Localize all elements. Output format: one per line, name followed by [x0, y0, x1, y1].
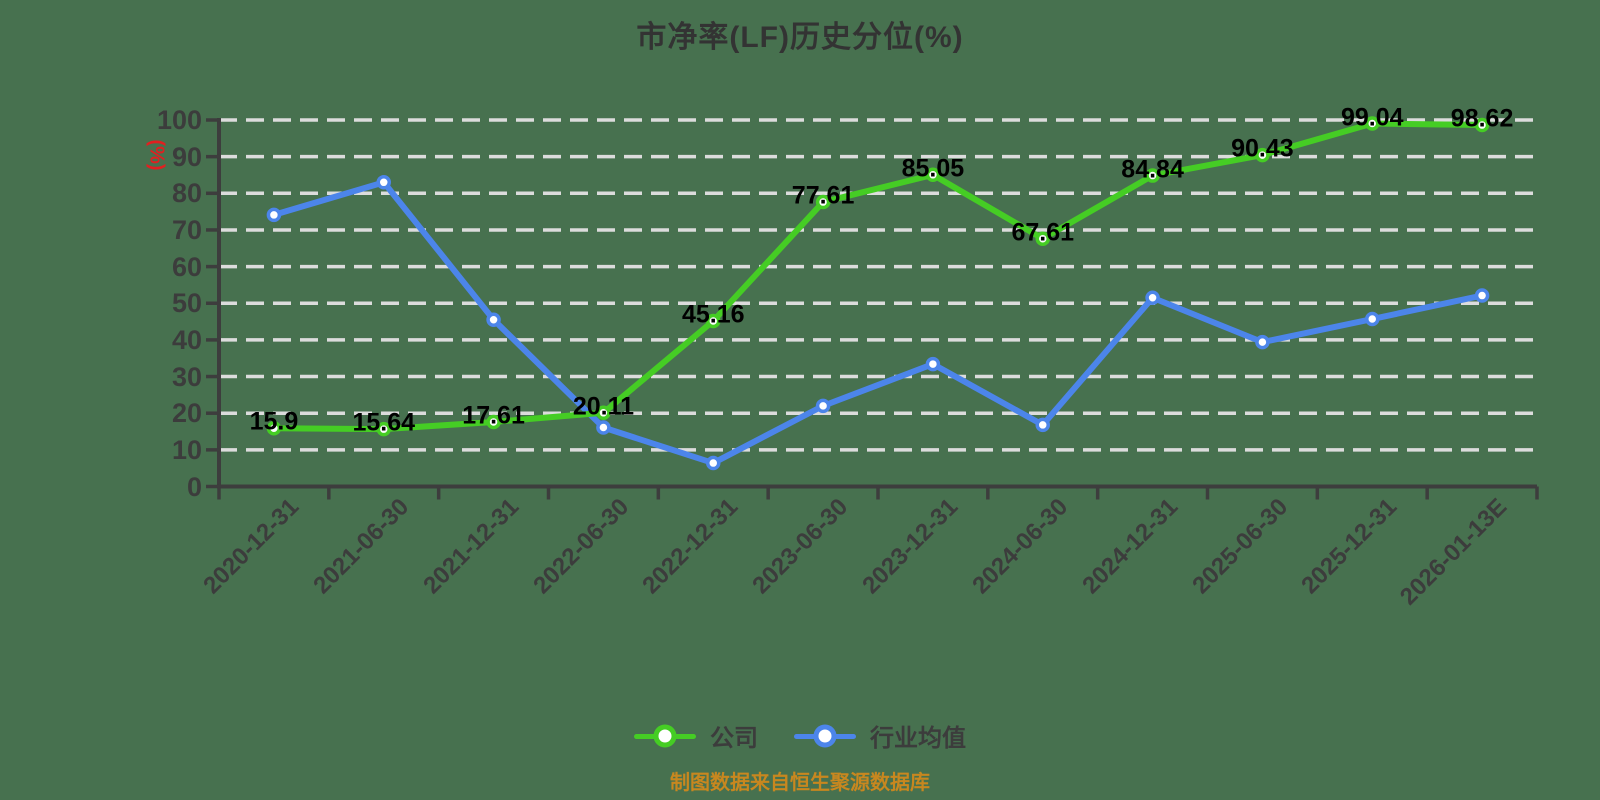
data-label: 90.43: [1231, 134, 1294, 163]
industry-data-point-marker[interactable]: [815, 398, 831, 414]
data-label: 17.61: [462, 401, 525, 430]
industry-data-point-marker[interactable]: [1474, 288, 1490, 303]
industry-data-point-marker[interactable]: [596, 420, 611, 435]
data-label: 99.04: [1340, 103, 1404, 132]
company-data-point-marker[interactable]: [596, 405, 611, 421]
company-data-point-marker[interactable]: [706, 313, 721, 329]
industry-data-point-marker[interactable]: [1255, 334, 1270, 350]
legend-item-industry[interactable]: 行业均值: [794, 718, 966, 753]
industry-data-point-marker[interactable]: [376, 175, 391, 190]
y-axis-label-40: 40: [171, 324, 202, 355]
data-label: 45.16: [681, 300, 745, 329]
company-data-point-marker[interactable]: [1035, 231, 1050, 246]
industry-data-point-marker[interactable]: [925, 356, 941, 372]
legend-label-industry: 行业均值: [870, 725, 966, 752]
industry-legend-marker-icon: [794, 719, 856, 753]
data-label: 67.61: [1011, 218, 1075, 247]
company-data-point-marker[interactable]: [1145, 168, 1160, 183]
company-data-point-marker[interactable]: [376, 421, 391, 437]
data-label: 77.61: [791, 181, 855, 210]
company-legend-marker-icon: [634, 719, 696, 753]
legend-label-company: 公司: [710, 725, 758, 752]
industry-data-point-marker[interactable]: [706, 455, 721, 471]
y-axis-label-10: 10: [171, 434, 202, 465]
y-axis-label-50: 50: [171, 288, 202, 319]
company-data-point-marker[interactable]: [1474, 117, 1490, 133]
y-axis-label-100: 100: [156, 105, 202, 135]
source-note: 制图数据来自恒生聚源数据库: [670, 772, 930, 794]
data-label: 84.84: [1121, 155, 1184, 184]
data-label: 15.64: [352, 408, 416, 437]
industry-data-point-marker[interactable]: [1035, 417, 1050, 433]
company-data-point-marker[interactable]: [266, 420, 282, 436]
data-label: 98.62: [1450, 104, 1514, 133]
data-label: 20.11: [572, 392, 634, 421]
y-axis-label-60: 60: [171, 251, 202, 282]
y-axis-label-30: 30: [171, 361, 202, 392]
y-axis-label-0: 0: [186, 471, 202, 502]
data-label: 85.05: [901, 154, 965, 183]
data-label: 15.9: [249, 407, 299, 436]
chart-title: 市净率(LF)历史分位(%): [636, 21, 964, 54]
y-axis-label-90: 90: [171, 141, 202, 172]
y-axis-label-70: 70: [171, 214, 202, 245]
company-data-point-marker[interactable]: [1365, 116, 1380, 131]
legend: 公司 行业均值: [0, 718, 1600, 753]
company-data-point-marker[interactable]: [1255, 147, 1270, 163]
company-data-point-marker[interactable]: [925, 167, 941, 183]
industry-data-point-marker[interactable]: [266, 207, 282, 223]
y-axis-label-80: 80: [171, 178, 202, 209]
industry-data-point-marker[interactable]: [1365, 311, 1380, 327]
company-data-point-marker[interactable]: [486, 414, 501, 430]
legend-item-company[interactable]: 公司: [634, 718, 758, 753]
industry-series-line: [270, 179, 1486, 467]
industry-data-point-marker[interactable]: [486, 312, 501, 327]
industry-data-point-marker[interactable]: [1145, 290, 1160, 306]
company-series-line: [270, 120, 1486, 433]
y-axis-label-20: 20: [171, 398, 202, 429]
company-data-point-marker[interactable]: [815, 194, 831, 210]
